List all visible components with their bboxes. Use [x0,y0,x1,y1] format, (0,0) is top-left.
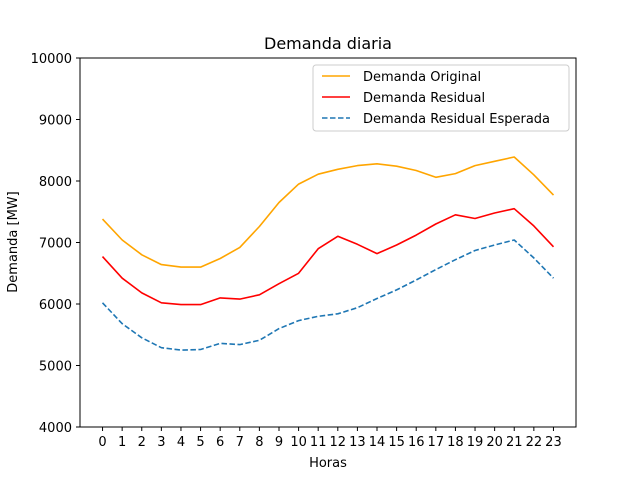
x-tick-label: 7 [236,435,244,450]
x-tick-label: 17 [428,435,445,450]
y-tick-label: 6000 [39,298,72,313]
x-tick-label: 1 [118,435,126,450]
x-tick-label: 19 [467,435,484,450]
x-tick-label: 14 [369,435,386,450]
legend-label-1: Demanda Residual [363,91,485,106]
legend: Demanda Original Demanda Residual Demanda … [312,64,570,132]
y-tick-label: 4000 [39,421,72,436]
x-tick-label: 20 [486,435,503,450]
plot-area [101,156,555,351]
x-tick-label: 3 [157,435,165,450]
x-axis-label: Horas [309,456,347,471]
y-tick-label: 7000 [39,237,72,252]
y-tick-label: 9000 [39,114,72,129]
x-tick-label: 16 [408,435,425,450]
legend-label-0: Demanda Original [363,70,481,85]
legend-box [312,64,570,132]
x-axis: 0 1 2 3 4 5 6 7 8 9 10 11 12 13 14 15 16 17 18 19 20 21 22 23 [98,427,562,450]
x-tick-label: 0 [98,435,106,450]
x-tick-label: 13 [349,435,366,450]
chart-title: Demanda diaria [264,34,392,53]
y-tick-label: 5000 [39,360,72,375]
x-tick-label: 23 [545,435,562,450]
y-tick-label: 8000 [39,175,72,190]
x-tick-label: 18 [447,435,464,450]
x-tick-label: 22 [526,435,543,450]
x-tick-label: 9 [275,435,283,450]
x-tick-label: 21 [506,435,523,450]
x-tick-label: 5 [196,435,204,450]
y-axis: 4000 5000 6000 7000 8000 9000 10000 [31,52,80,436]
x-tick-label: 8 [255,435,263,450]
legend-label-2: Demanda Residual Esperada [363,112,550,127]
y-tick-label: 10000 [31,52,72,67]
series-line-2 [101,239,555,351]
x-tick-label: 10 [290,435,307,450]
series-line-0 [101,156,555,268]
x-tick-label: 2 [138,435,146,450]
x-tick-label: 15 [388,435,405,450]
x-tick-label: 11 [310,435,327,450]
series-line-1 [101,207,555,306]
y-axis-label: Demanda [MW] [6,191,21,292]
x-tick-label: 4 [177,435,185,450]
x-tick-label: 12 [330,435,347,450]
x-tick-label: 6 [216,435,224,450]
